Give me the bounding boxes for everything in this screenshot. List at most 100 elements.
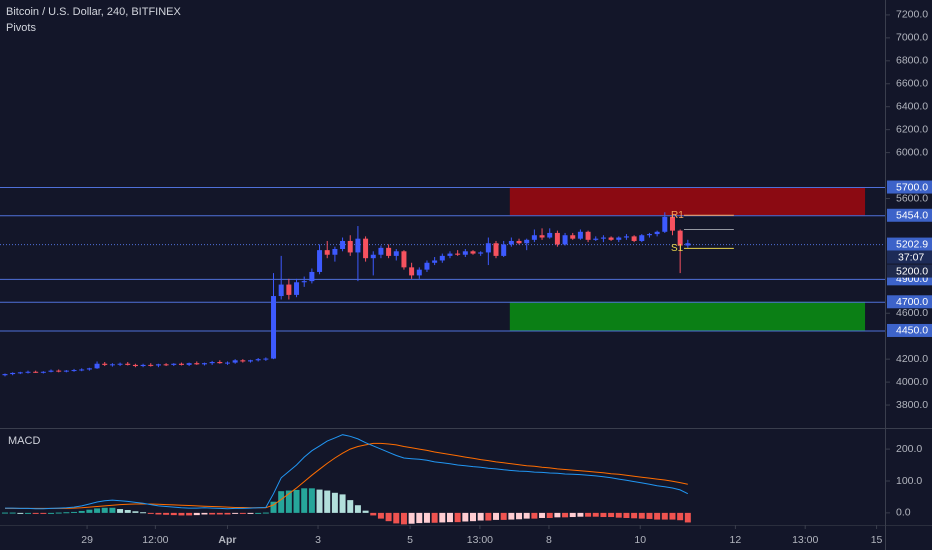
candle-body <box>363 238 369 259</box>
x-tick-label: 3 <box>315 534 321 546</box>
histogram-bar <box>140 512 147 514</box>
candle-body <box>163 364 169 366</box>
candle-body <box>294 282 300 295</box>
histogram-bar <box>354 505 361 513</box>
histogram-bar <box>86 509 93 513</box>
histogram-bar <box>669 512 676 520</box>
x-tick-label: 12 <box>730 534 742 546</box>
histogram-bar <box>400 512 407 525</box>
histogram-bar <box>94 508 101 513</box>
histogram-bar <box>677 512 684 521</box>
histogram-bar <box>224 512 231 515</box>
x-tick-label: 29 <box>81 534 93 546</box>
candle-body <box>217 362 223 364</box>
candle-body <box>631 236 637 241</box>
histogram-bar <box>278 491 285 513</box>
x-tick-label: 10 <box>634 534 646 546</box>
candle-body <box>94 363 100 369</box>
macd-y-tick-label: 0.0 <box>896 507 911 519</box>
histogram-bar <box>339 494 346 513</box>
candle-body <box>255 359 261 361</box>
candle-body <box>63 370 69 372</box>
candle-body <box>478 252 484 254</box>
macd-y-tick-label: 200.0 <box>896 443 922 455</box>
candle-body <box>539 235 545 238</box>
zone <box>509 187 866 216</box>
histogram-bar <box>124 510 131 513</box>
histogram-bar <box>585 512 592 517</box>
candle-body <box>516 240 522 244</box>
candle-body <box>524 239 530 244</box>
candle-body <box>33 371 39 373</box>
histogram-bar <box>308 488 315 513</box>
candle-body <box>209 362 215 364</box>
candle-body <box>324 250 330 255</box>
histogram-bar <box>63 512 70 514</box>
histogram-bar <box>293 489 300 513</box>
candle-body <box>340 240 346 249</box>
candle-body <box>332 248 338 255</box>
candle-body <box>194 363 200 365</box>
x-tick-label: 12:00 <box>142 534 168 546</box>
candle-body <box>393 251 399 256</box>
candle-body <box>639 235 645 241</box>
y-tick-label: 4000.0 <box>896 376 928 388</box>
histogram-bar <box>416 512 423 524</box>
candle-body <box>424 262 430 270</box>
histogram-bar <box>262 512 269 514</box>
candle-body <box>240 360 246 362</box>
candle-body <box>278 284 284 297</box>
histogram-bar <box>569 512 576 518</box>
current-price-label: 5202.9 <box>887 237 932 251</box>
histogram-bar <box>155 512 162 515</box>
zone <box>509 301 866 331</box>
histogram-bar <box>71 511 78 513</box>
candle-body <box>155 364 161 366</box>
histogram-bar <box>423 512 430 523</box>
y-tick-label: 4600.0 <box>896 307 928 319</box>
histogram-bar <box>347 500 354 513</box>
candle-body <box>685 243 691 246</box>
candle-body <box>501 244 507 256</box>
level-label: 5454.0 <box>887 208 932 222</box>
pivot-label: R1 <box>671 210 684 221</box>
histogram-bar <box>631 512 638 519</box>
candle-body <box>485 243 491 253</box>
candle-body <box>608 237 614 240</box>
candle-body <box>224 362 230 364</box>
candle-body <box>455 253 461 255</box>
histogram-bar <box>247 512 254 514</box>
level-label-text: 4700.0 <box>896 296 928 308</box>
histogram-bar <box>638 512 645 519</box>
histogram-bar <box>55 512 62 514</box>
y-tick-label: 4200.0 <box>896 353 928 365</box>
candle-body <box>508 240 514 245</box>
candle-body <box>386 247 392 256</box>
histogram-bar <box>232 512 239 514</box>
x-tick-label: Apr <box>218 534 236 546</box>
y-tick-label: 6400.0 <box>896 100 928 112</box>
candle-body <box>186 363 192 365</box>
histogram-bar <box>600 512 607 518</box>
current-price-label-text: 5202.9 <box>896 238 928 250</box>
candle-body <box>493 243 499 256</box>
candle-body <box>117 363 123 365</box>
chart-title: Bitcoin / U.S. Dollar, 240, BITFINEX <box>6 6 182 18</box>
pivot-label: S1 <box>671 243 684 254</box>
macd-line <box>5 434 689 510</box>
current-price-label-bg <box>887 237 932 251</box>
histogram-bar <box>78 510 85 513</box>
histogram-bar <box>469 512 476 522</box>
candle-body <box>669 216 675 231</box>
histogram-bar <box>608 512 615 518</box>
histogram-bar <box>324 490 331 513</box>
x-tick-label: 13:00 <box>467 534 493 546</box>
y-tick-label: 6600.0 <box>896 78 928 90</box>
y-tick-label: 3800.0 <box>896 399 928 411</box>
candle-body <box>593 238 599 240</box>
candle-body <box>48 370 54 372</box>
candle-body <box>416 269 422 276</box>
histogram-bar <box>147 512 154 514</box>
histogram-bar <box>539 512 546 518</box>
signal-line <box>5 442 688 509</box>
